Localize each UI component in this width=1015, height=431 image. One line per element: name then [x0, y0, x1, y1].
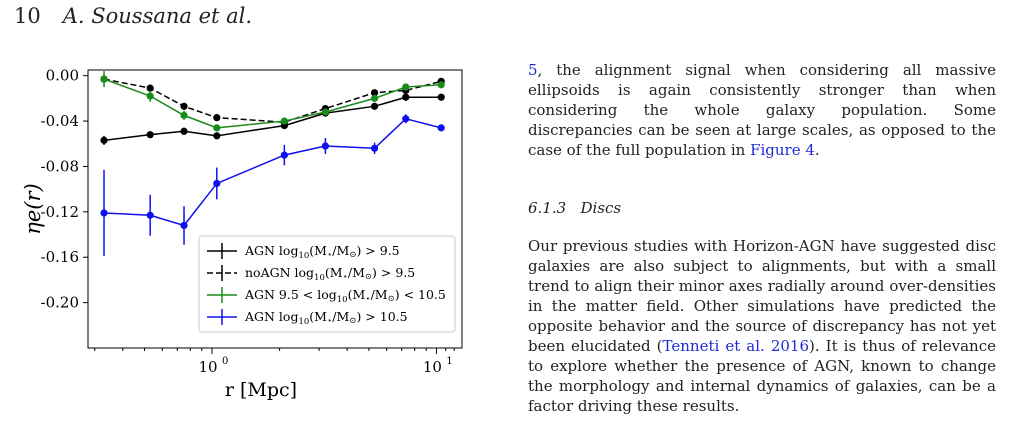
data-point [280, 117, 288, 125]
data-point [213, 132, 221, 140]
data-point [402, 93, 410, 101]
y-tick-label: -0.20 [41, 294, 79, 312]
data-point [402, 115, 410, 123]
data-point [213, 124, 221, 132]
legend-box [198, 235, 456, 333]
data-point [180, 102, 188, 110]
data-point [370, 144, 379, 152]
body-text-column: 5, the alignment signal when considering… [528, 60, 996, 416]
data-point [146, 84, 154, 92]
data-point [180, 127, 188, 135]
data-point [370, 102, 379, 110]
data-point [100, 136, 108, 144]
data-point [437, 124, 445, 132]
paragraph-1-text: , the alignment signal when considering … [528, 61, 996, 159]
y-tick-label: 0.00 [46, 67, 79, 85]
series-line [103, 78, 442, 129]
plot-frame [87, 69, 463, 349]
x-tick-exponent: 0 [222, 356, 228, 367]
subsection-number: 6.1.3 [528, 199, 567, 217]
series-0 [100, 93, 445, 145]
paragraph-2: Our previous studies with Horizon-AGN ha… [528, 236, 996, 416]
eta-chart: 0.00 -0.04 -0.08 -0.12 -0.16 -0.20 10 0 10 1 r [Mp… [21, 67, 463, 401]
data-point [402, 83, 410, 91]
legend-label: AGN log10(M⋆/M⊙) > 9.5 [244, 243, 400, 261]
y-tick-label: -0.04 [41, 112, 79, 130]
subsection-heading: 6.1.3 Discs [528, 198, 996, 218]
y-axis-label: ηe(r) [21, 183, 45, 234]
data-point [146, 211, 154, 219]
paragraph-2-text-b: ). It is thus of relevance to explore wh… [528, 337, 996, 415]
paragraph-1: 5, the alignment signal when considering… [528, 60, 996, 160]
series-2 [100, 71, 445, 132]
paragraph-2-text-a: Our previous studies with Horizon-AGN ha… [528, 237, 996, 355]
data-point [321, 108, 329, 116]
paragraph-1-end: . [814, 141, 820, 159]
x-tick-label: 10 [199, 358, 218, 376]
data-point [370, 89, 379, 97]
data-point [280, 151, 288, 159]
y-tick-label: -0.12 [41, 203, 79, 221]
legend-label: noAGN log10(M⋆/M⊙) > 9.5 [245, 265, 415, 283]
data-point [100, 209, 108, 217]
running-authors: A. Soussana et al. [62, 4, 253, 28]
data-point [437, 93, 445, 101]
data-point [213, 114, 221, 122]
figure: 0.00 -0.04 -0.08 -0.12 -0.16 -0.20 10 0 10 1 r [Mp… [0, 56, 510, 431]
data-point [100, 75, 108, 83]
data-point [146, 131, 154, 139]
figure-ref-link[interactable]: Figure 4 [750, 141, 815, 159]
section-ref-link[interactable]: 5 [528, 61, 538, 79]
legend-label: AGN 9.5 < log10(M⋆/M⊙) < 10.5 [244, 287, 446, 305]
x-tick-label: 10 [423, 358, 442, 376]
citation-link[interactable]: Tenneti et al. 2016 [662, 337, 809, 355]
data-point [213, 179, 221, 188]
data-point [180, 221, 188, 230]
page-header: 10 A. Soussana et al. [14, 4, 252, 40]
x-axis-label: r [Mpc] [225, 379, 297, 401]
subsection-title: Discs [580, 199, 622, 217]
y-tick-label: -0.08 [41, 157, 79, 175]
legend-label: AGN log10(M⋆/M⊙) > 10.5 [244, 309, 408, 327]
page-number: 10 [14, 4, 41, 28]
data-point [370, 94, 379, 102]
series-line [103, 78, 442, 123]
data-point [146, 92, 154, 100]
y-tick-label: -0.16 [41, 248, 79, 266]
series-3 [100, 114, 445, 257]
data-point [321, 142, 329, 150]
x-tick-exponent: 1 [446, 356, 452, 367]
data-point [180, 111, 188, 119]
data-point [437, 81, 445, 89]
